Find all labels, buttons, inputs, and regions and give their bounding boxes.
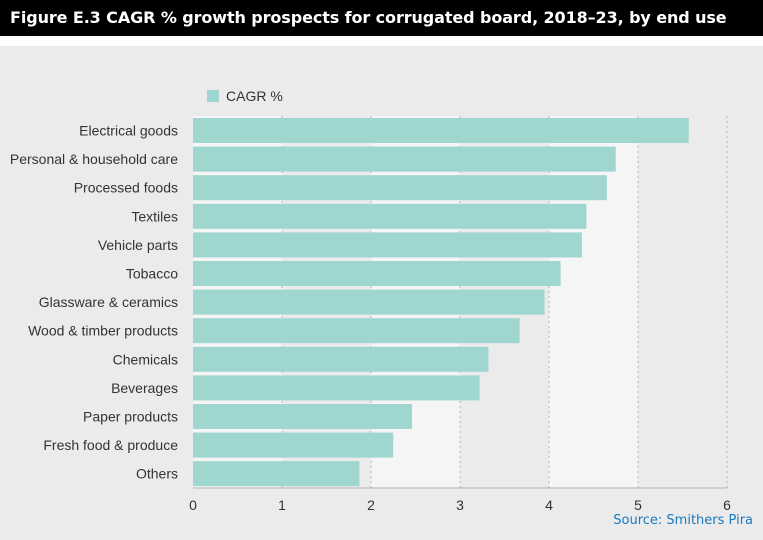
x-tick-label: 6 <box>723 497 731 513</box>
bar <box>193 261 561 286</box>
category-label: Personal & household care <box>10 151 178 167</box>
x-tick-label: 0 <box>189 497 197 513</box>
bar <box>193 203 587 229</box>
legend-swatch <box>207 90 219 102</box>
category-label: Vehicle parts <box>98 237 178 253</box>
bar <box>193 175 607 201</box>
legend-label: CAGR % <box>226 88 283 104</box>
chart-title: Figure E.3 CAGR % growth prospects for c… <box>10 8 727 27</box>
category-label: Textiles <box>131 208 178 224</box>
bar <box>193 346 489 372</box>
bar <box>193 318 520 344</box>
category-label: Processed foods <box>74 180 178 196</box>
x-tick-label: 1 <box>278 497 286 513</box>
x-tick-label: 4 <box>545 497 553 513</box>
source-note: Source: Smithers Pira <box>613 513 753 528</box>
x-tick-label: 3 <box>456 497 464 513</box>
grid-band <box>549 116 638 488</box>
bar <box>193 146 616 172</box>
category-label: Beverages <box>111 380 178 396</box>
bar <box>193 232 582 258</box>
category-label: Electrical goods <box>79 123 178 139</box>
category-label: Chemicals <box>113 351 178 367</box>
category-label: Wood & timber products <box>28 323 178 339</box>
category-label: Fresh food & produce <box>43 437 178 453</box>
bar <box>193 118 689 143</box>
x-tick-label: 2 <box>367 497 375 513</box>
bar <box>193 289 545 315</box>
category-label: Paper products <box>83 409 178 425</box>
category-label: Tobacco <box>126 266 178 282</box>
category-label: Glassware & ceramics <box>39 294 178 310</box>
title-bar: Figure E.3 CAGR % growth prospects for c… <box>0 0 763 36</box>
bar <box>193 375 480 401</box>
bar <box>193 404 412 429</box>
x-tick-label: 5 <box>634 497 642 513</box>
bar <box>193 461 360 487</box>
category-label: Others <box>136 466 178 482</box>
bar <box>193 432 394 458</box>
